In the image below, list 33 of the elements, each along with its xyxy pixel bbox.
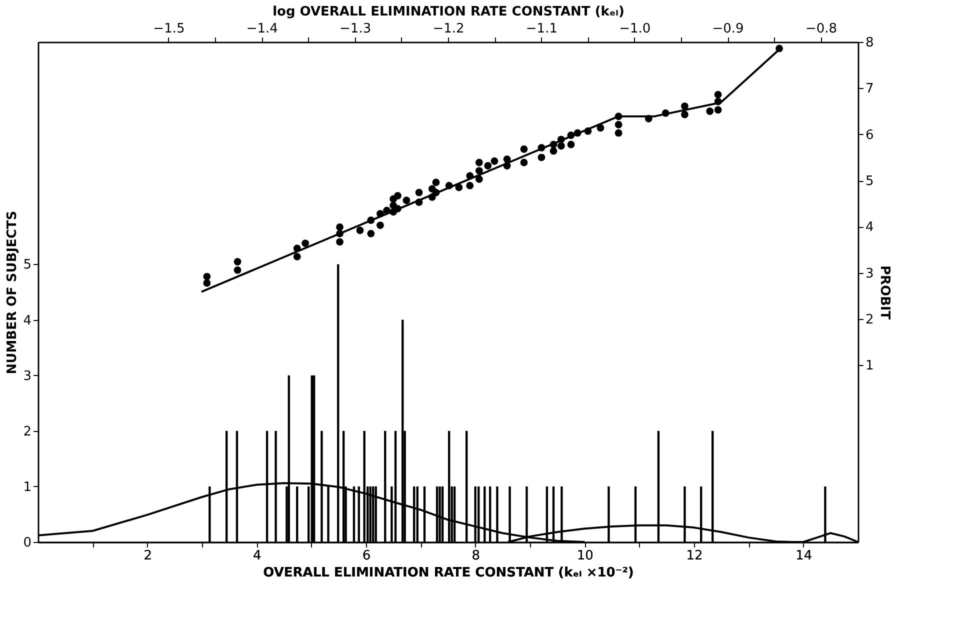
y2-tick-label: 2 [866, 312, 874, 328]
x-tick-label: 10 [576, 548, 594, 564]
y-tick-label: 5 [23, 258, 32, 273]
x2-tick-label: −1.2 [432, 22, 464, 36]
x2-tick-label: −0.8 [805, 22, 838, 36]
x-tick-label: 8 [472, 548, 480, 564]
y2-tick-label: 8 [866, 36, 874, 50]
y-tick-label: 1 [23, 480, 32, 495]
x-tick-label: 2 [144, 548, 152, 564]
y-tick-label: 2 [23, 424, 32, 440]
x2-axis-title: log OVERALL ELIMINATION RATE CONSTANT (kₑₗ) [272, 4, 624, 20]
x2-tick-label: −1.4 [246, 22, 278, 36]
x-axis-title: OVERALL ELIMINATION RATE CONSTANT (kₑₗ ×10⁻²) [263, 566, 634, 580]
y-tick-label: 4 [23, 313, 32, 328]
y2-tick-label: 3 [866, 266, 874, 282]
y2-tick-label: 5 [866, 174, 874, 190]
y-tick-label: 3 [23, 368, 32, 384]
y-tick-label: 0 [23, 536, 32, 550]
x-tick-label: 4 [253, 548, 262, 564]
y2-tick-label: 6 [866, 128, 874, 143]
x2-tick-label: −1.1 [526, 22, 558, 36]
x-tick-label: 12 [686, 548, 703, 564]
x2-tick-label: −1.5 [153, 22, 185, 36]
x2-tick-label: −0.9 [712, 22, 744, 36]
x-tick-label: 14 [796, 548, 812, 564]
y2-axis-title: PROBIT [876, 265, 892, 320]
x2-tick-label: −1.3 [340, 22, 372, 36]
y2-tick-label: 4 [866, 220, 874, 236]
x-tick-label: 6 [362, 548, 371, 564]
y2-tick-label: 7 [866, 82, 874, 97]
y-axis-title: NUMBER OF SUBJECTS [5, 210, 20, 374]
y2-tick-label: 1 [866, 358, 874, 374]
x2-tick-label: −1.0 [619, 22, 651, 36]
